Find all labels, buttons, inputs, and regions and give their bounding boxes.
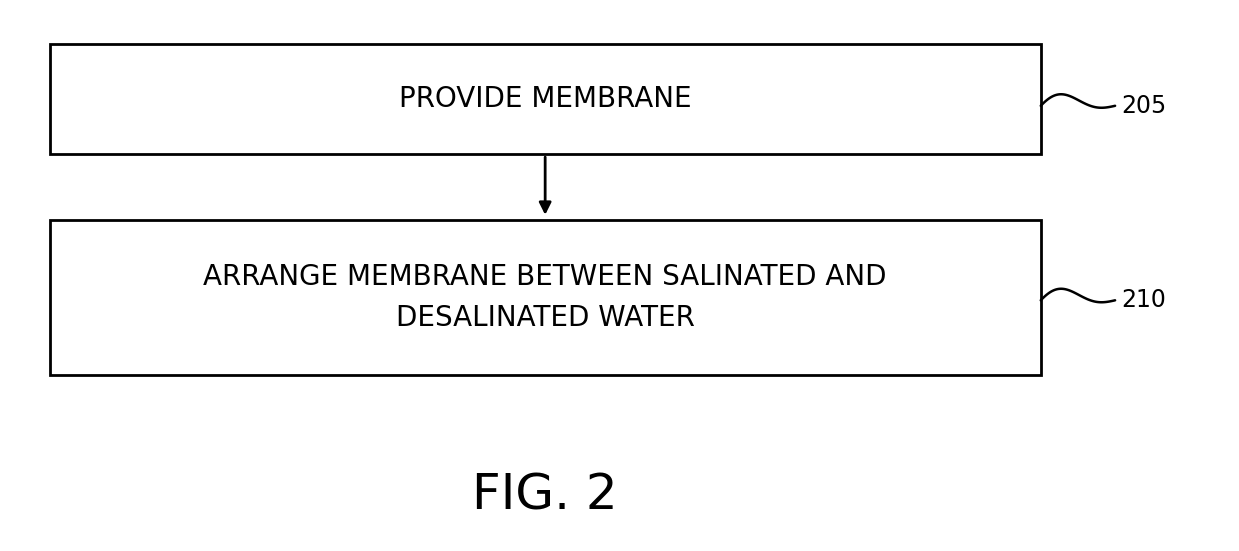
Text: ARRANGE MEMBRANE BETWEEN SALINATED AND
DESALINATED WATER: ARRANGE MEMBRANE BETWEEN SALINATED AND D…	[203, 263, 887, 332]
Bar	[50, 44, 1041, 154]
Text: FIG. 2: FIG. 2	[472, 472, 618, 520]
Text: 205: 205	[1121, 94, 1167, 118]
Bar	[50, 220, 1041, 375]
Text: 210: 210	[1121, 288, 1166, 312]
Text: PROVIDE MEMBRANE: PROVIDE MEMBRANE	[399, 85, 691, 113]
